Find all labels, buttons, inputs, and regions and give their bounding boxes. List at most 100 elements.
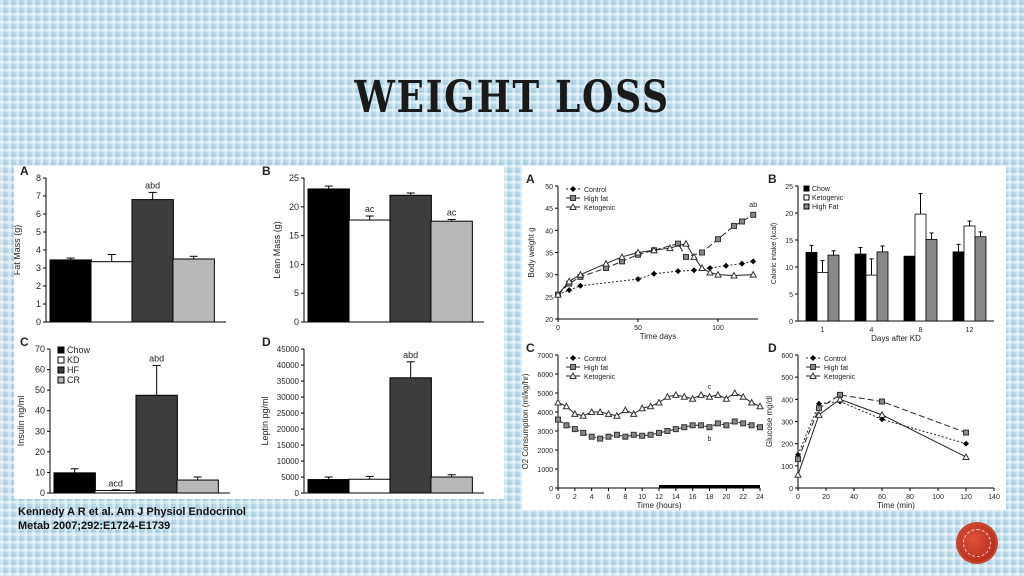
- right-b-legend-label: Ketogenic: [812, 195, 844, 202]
- right-c-point: [588, 433, 595, 440]
- left-a-y-tick-label: 2: [36, 281, 41, 291]
- right-c-point: [671, 390, 680, 398]
- right-c-point: [706, 424, 713, 431]
- left-c-bar-cr: [176, 479, 219, 494]
- left-b-y-tick-label: 5: [294, 288, 299, 298]
- right-b-y-label: Caloric intake (kcal): [771, 223, 778, 284]
- left-d-y-label: Leptin pg/ml: [260, 396, 270, 445]
- right-a-legend-label: Ketogenic: [584, 205, 616, 212]
- right-c-y-tick-label: 1000: [537, 467, 553, 474]
- right-d-y-label: Glucose mg/dl: [765, 396, 774, 447]
- left-d-y-tick-label: 20000: [277, 425, 300, 434]
- right-b-y-tick-label: 15: [785, 238, 793, 245]
- right-a-point: [699, 249, 705, 256]
- right-d-legend-label: Control: [824, 356, 847, 363]
- right-c-point: [722, 394, 731, 402]
- right-c-point: [740, 420, 747, 427]
- right-b-legend-swatch: [803, 194, 810, 201]
- left-b-annotation: ac: [447, 207, 457, 217]
- left-c-y-tick-label: 40: [35, 406, 45, 416]
- right-c-legend-marker: [570, 355, 576, 361]
- right-a-point: [698, 263, 706, 272]
- right-c-y-label: O2 Consumption (ml/kg/hr): [522, 373, 530, 469]
- left-a-y-label: Fat Mass (g): [14, 225, 22, 276]
- right-a-point: [739, 260, 745, 267]
- left-c-annotation: abd: [149, 353, 164, 363]
- left-a-panel-letter: A: [20, 166, 29, 178]
- left-a-y-tick-label: 4: [36, 245, 41, 255]
- decorative-seal: [958, 524, 996, 562]
- right-c-point: [680, 392, 689, 400]
- right-a-point: [577, 282, 584, 289]
- right-c-point: [613, 431, 620, 438]
- right-c-point: [630, 431, 637, 438]
- right-b-x-tick-label: 1: [821, 327, 825, 334]
- left-d-bar-kd: [348, 478, 391, 494]
- page-title: WEIGHT LOSS: [354, 72, 670, 123]
- right-a-point: [565, 277, 574, 285]
- left-d-y-tick-label: 45000: [277, 345, 300, 354]
- right-c-point: [655, 398, 663, 406]
- left-b-y-tick-label: 25: [289, 173, 299, 183]
- left-c-legend-swatch: [57, 346, 65, 354]
- right-c-legend-marker: [570, 364, 576, 370]
- left-a-y-tick-label: 1: [36, 299, 41, 309]
- right-c-legend-label: Control: [584, 356, 607, 363]
- right-b-panel-letter: B: [768, 172, 777, 186]
- right-c-point: [664, 428, 671, 434]
- left-c-panel-letter: C: [20, 335, 29, 349]
- left-c-y-tick-label: 0: [40, 488, 45, 498]
- left-d-y-tick-label: 10000: [277, 457, 300, 466]
- right-c-point: [757, 424, 763, 431]
- right-a-point: [651, 270, 657, 277]
- left-a-annotation: abd: [145, 180, 160, 190]
- left-c-legend-label: HF: [67, 365, 79, 375]
- left-a-y-tick-label: 8: [36, 173, 41, 183]
- right-d-y-tick-label: 400: [781, 397, 793, 404]
- right-c-x-tick-label: 24: [756, 494, 764, 501]
- left-c-y-tick-label: 20: [35, 447, 45, 457]
- citation-line-1: Kennedy A R et al. Am J Physiol Endocrin…: [18, 506, 246, 518]
- right-d-point: [816, 405, 822, 412]
- right-c-point: [621, 406, 630, 414]
- right-a-point: [715, 236, 721, 243]
- right-b-x-tick-label: 8: [919, 327, 923, 334]
- right-c-x-tick-label: 18: [706, 494, 714, 501]
- right-a-x-tick-label: 100: [712, 325, 724, 332]
- right-b-y-tick-label: 20: [785, 211, 793, 218]
- right-d-y-tick-label: 300: [781, 420, 793, 427]
- right-c-x-tick-label: 4: [590, 494, 594, 501]
- left-a-y-tick-label: 6: [36, 209, 41, 219]
- right-b-bar-ketogenic: [816, 272, 829, 322]
- left-c-legend-label: KD: [67, 355, 80, 365]
- right-c-x-tick-label: 16: [689, 494, 697, 501]
- right-a-y-tick-label: 40: [545, 228, 553, 235]
- left-a-bar-chow: [49, 259, 92, 323]
- right-c-y-tick-label: 4000: [537, 410, 553, 417]
- right-a-legend-label: High fat: [584, 196, 608, 203]
- right-b-x-tick-label: 12: [966, 327, 974, 334]
- right-c-point: [639, 432, 646, 439]
- right-c-point: [605, 433, 612, 440]
- right-d-x-tick-label: 120: [960, 494, 972, 501]
- left-a-bar-hf: [131, 199, 174, 323]
- right-c-point: [563, 422, 570, 429]
- right-d-legend-marker: [809, 371, 817, 379]
- left-d-y-tick-label: 25000: [277, 409, 300, 418]
- right-c-point: [747, 398, 756, 406]
- left-a-y-tick-label: 0: [36, 317, 41, 327]
- right-d-x-tick-label: 100: [932, 494, 944, 501]
- right-c-point: [613, 411, 621, 419]
- left-d-bar-hf: [389, 377, 432, 494]
- right-a-point: [731, 222, 737, 229]
- right-a-point: [714, 270, 722, 278]
- left-b-bar-cr: [430, 220, 473, 323]
- left-b-panel-letter: B: [262, 166, 271, 178]
- right-d-point: [794, 470, 802, 478]
- right-a-point: [706, 268, 714, 276]
- left-a-y-tick-label: 5: [36, 227, 41, 237]
- left-c-y-tick-label: 10: [35, 467, 45, 477]
- right-a-point: [566, 287, 573, 294]
- right-b-y-tick-label: 0: [789, 319, 793, 326]
- right-a-y-tick-label: 35: [545, 251, 553, 258]
